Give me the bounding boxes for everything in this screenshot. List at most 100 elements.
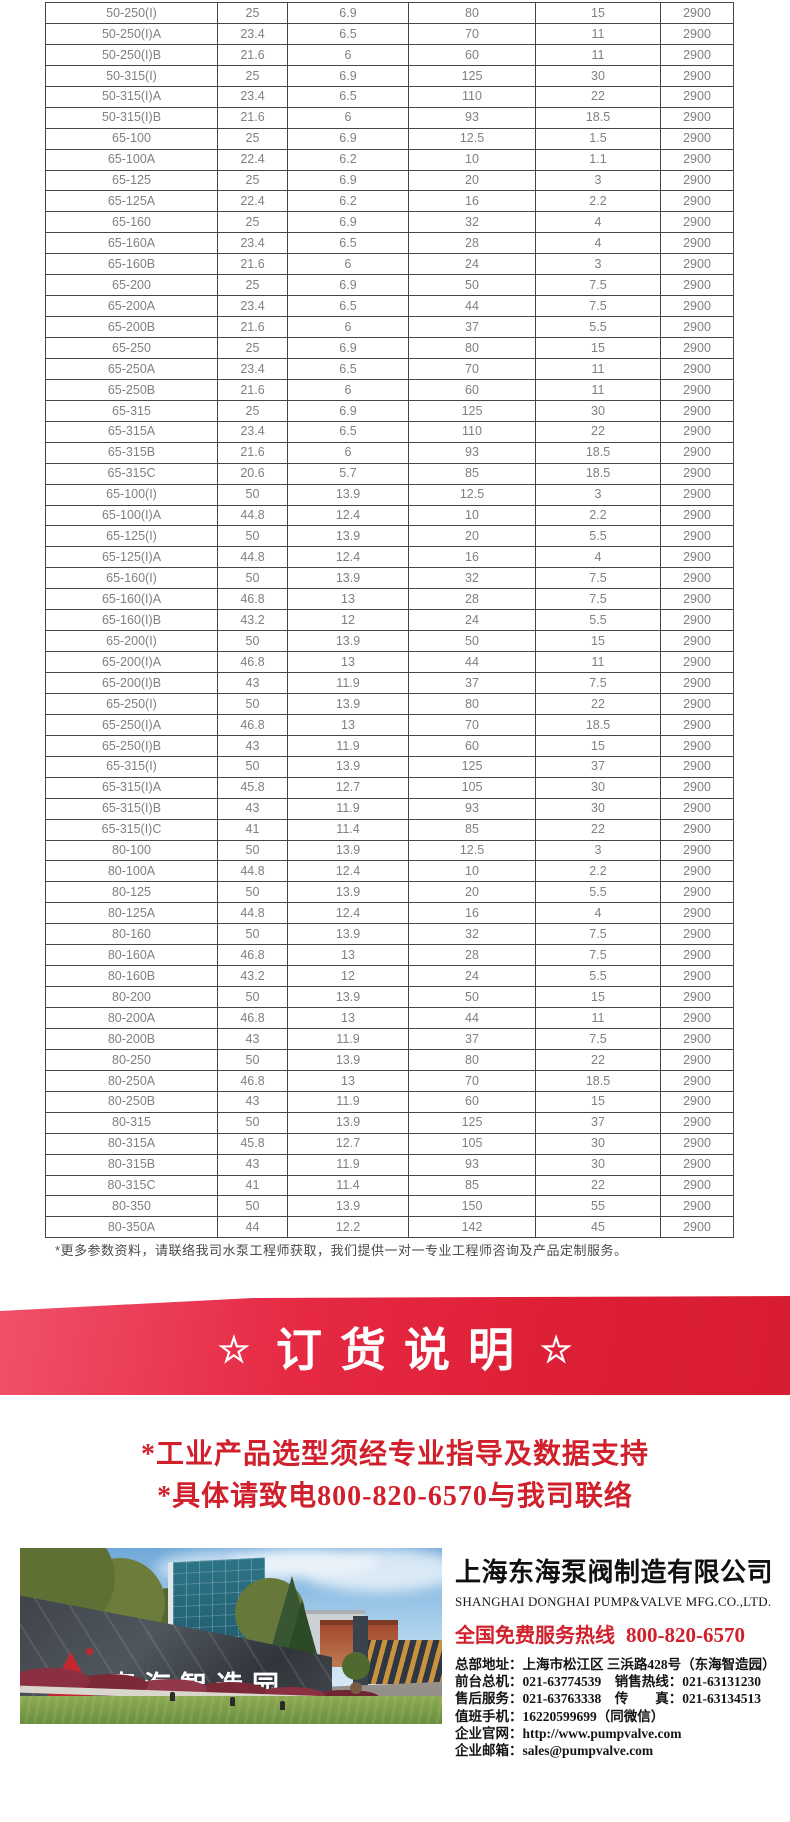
table-cell: 125: [408, 399, 536, 422]
table-row: 65-160(I)A 46.8 13 28 7.5 2900: [45, 588, 734, 611]
table-cell: 6: [287, 106, 409, 129]
table-cell: 125: [408, 755, 536, 778]
table-row: 80-315B 43 11.9 93 30 2900: [45, 1153, 734, 1176]
table-cell: 13: [287, 651, 409, 673]
table-row: 80-250B 43 11.9 60 15 2900: [45, 1090, 734, 1113]
table-cell: 4: [535, 232, 661, 255]
table-cell: 24: [408, 609, 536, 632]
table-cell: 93: [408, 797, 536, 820]
table-cell: 2900: [660, 839, 734, 862]
table-cell: 65-160(I): [45, 567, 218, 590]
table-row: 65-200B 21.6 6 37 5.5 2900: [45, 316, 734, 338]
table-cell: 5.5: [535, 609, 661, 632]
table-cell: 37: [408, 672, 536, 694]
table-cell: 11: [535, 357, 661, 380]
table-cell: 150: [408, 1195, 536, 1218]
table-cell: 2900: [660, 253, 734, 276]
table-cell: 2900: [660, 1153, 734, 1176]
table-cell: 12.4: [287, 860, 409, 883]
table-cell: 37: [535, 1111, 661, 1134]
table-cell: 2900: [660, 504, 734, 527]
lawn: [20, 1696, 442, 1724]
table-cell: 43: [217, 1153, 288, 1176]
company-name-en: SHANGHAI DONGHAI PUMP&VALVE MFG.CO.,LTD.: [455, 1594, 772, 1609]
table-cell: 10: [408, 860, 536, 883]
table-cell: 2900: [660, 860, 734, 883]
contact-line-mobile: 值班手机：16220599699（同微信）: [455, 1708, 665, 1724]
table-cell: 80-250B: [45, 1090, 218, 1113]
table-cell: 13.9: [287, 1111, 409, 1134]
table-row: 65-250(I)A 46.8 13 70 18.5 2900: [45, 713, 734, 736]
table-row: 65-160B 21.6 6 24 3 2900: [45, 253, 734, 276]
table-cell: 12.5: [408, 127, 536, 150]
table-cell: 2900: [660, 986, 734, 1008]
table-cell: 13.9: [287, 692, 409, 715]
table-cell: 2900: [660, 190, 734, 213]
table-row: 80-100A 44.8 12.4 10 2.2 2900: [45, 860, 734, 883]
table-cell: 85: [408, 818, 536, 841]
table-cell: 50: [408, 630, 536, 653]
table-cell: 2900: [660, 546, 734, 569]
table-cell: 65-160(I)B: [45, 609, 218, 632]
table-cell: 2.2: [535, 860, 661, 883]
table-cell: 44.8: [217, 504, 288, 527]
table-row: 65-125 25 6.9 20 3 2900: [45, 169, 734, 192]
table-cell: 2900: [660, 1007, 734, 1029]
table-cell: 65-315C: [45, 462, 218, 485]
table-cell: 11.9: [287, 1153, 409, 1176]
table-cell: 43.2: [217, 965, 288, 988]
table-row: 65-160A 23.4 6.5 28 4 2900: [45, 232, 734, 255]
table-cell: 22: [535, 420, 661, 443]
table-cell: 5.5: [535, 316, 661, 338]
table-row: 80-200A 46.8 13 44 11 2900: [45, 1007, 734, 1029]
table-cell: 65-125A: [45, 190, 218, 213]
table-cell: 50: [408, 274, 536, 297]
table-cell: 20: [408, 169, 536, 192]
table-cell: 18.5: [535, 441, 661, 464]
table-cell: 80: [408, 1048, 536, 1071]
star-left-icon: ☆: [217, 1328, 250, 1370]
table-cell: 12.4: [287, 504, 409, 527]
table-cell: 2900: [660, 651, 734, 673]
table-row: 65-250(I)B 43 11.9 60 15 2900: [45, 734, 734, 757]
table-cell: 65-200(I)A: [45, 651, 218, 673]
table-cell: 16: [408, 546, 536, 569]
table-cell: 7.5: [535, 295, 661, 318]
table-row: 65-315(I)C 41 11.4 85 22 2900: [45, 818, 734, 841]
table-cell: 2900: [660, 462, 734, 485]
table-row: 65-200 25 6.9 50 7.5 2900: [45, 274, 734, 297]
table-cell: 2900: [660, 483, 734, 506]
table-cell: 80-350: [45, 1195, 218, 1218]
table-cell: 2900: [660, 630, 734, 653]
table-cell: 13.9: [287, 567, 409, 590]
table-cell: 105: [408, 1132, 536, 1155]
table-cell: 23.4: [217, 22, 288, 45]
table-cell: 2900: [660, 1090, 734, 1113]
table-cell: 2900: [660, 567, 734, 590]
table-cell: 44: [408, 651, 536, 673]
table-cell: 80-315A: [45, 1132, 218, 1155]
table-cell: 25: [217, 2, 288, 24]
table-cell: 23.4: [217, 295, 288, 318]
table-cell: 125: [408, 1111, 536, 1134]
table-cell: 7.5: [535, 567, 661, 590]
table-cell: 70: [408, 1069, 536, 1092]
table-cell: 80-200: [45, 986, 218, 1008]
table-cell: 41: [217, 818, 288, 841]
table-cell: 80: [408, 692, 536, 715]
table-cell: 11.9: [287, 1027, 409, 1050]
table-cell: 18.5: [535, 106, 661, 129]
table-cell: 2.2: [535, 504, 661, 527]
table-cell: 15: [535, 337, 661, 359]
table-cell: 2900: [660, 923, 734, 946]
table-cell: 6.9: [287, 211, 409, 234]
table-row: 65-250B 21.6 6 60 11 2900: [45, 378, 734, 401]
table-cell: 13.9: [287, 986, 409, 1008]
table-cell: 28: [408, 944, 536, 967]
table-cell: 2900: [660, 818, 734, 841]
table-cell: 18.5: [535, 462, 661, 485]
table-cell: 7.5: [535, 672, 661, 694]
table-cell: 30: [535, 64, 661, 87]
table-row: 65-200A 23.4 6.5 44 7.5 2900: [45, 295, 734, 318]
table-cell: 11.9: [287, 1090, 409, 1113]
